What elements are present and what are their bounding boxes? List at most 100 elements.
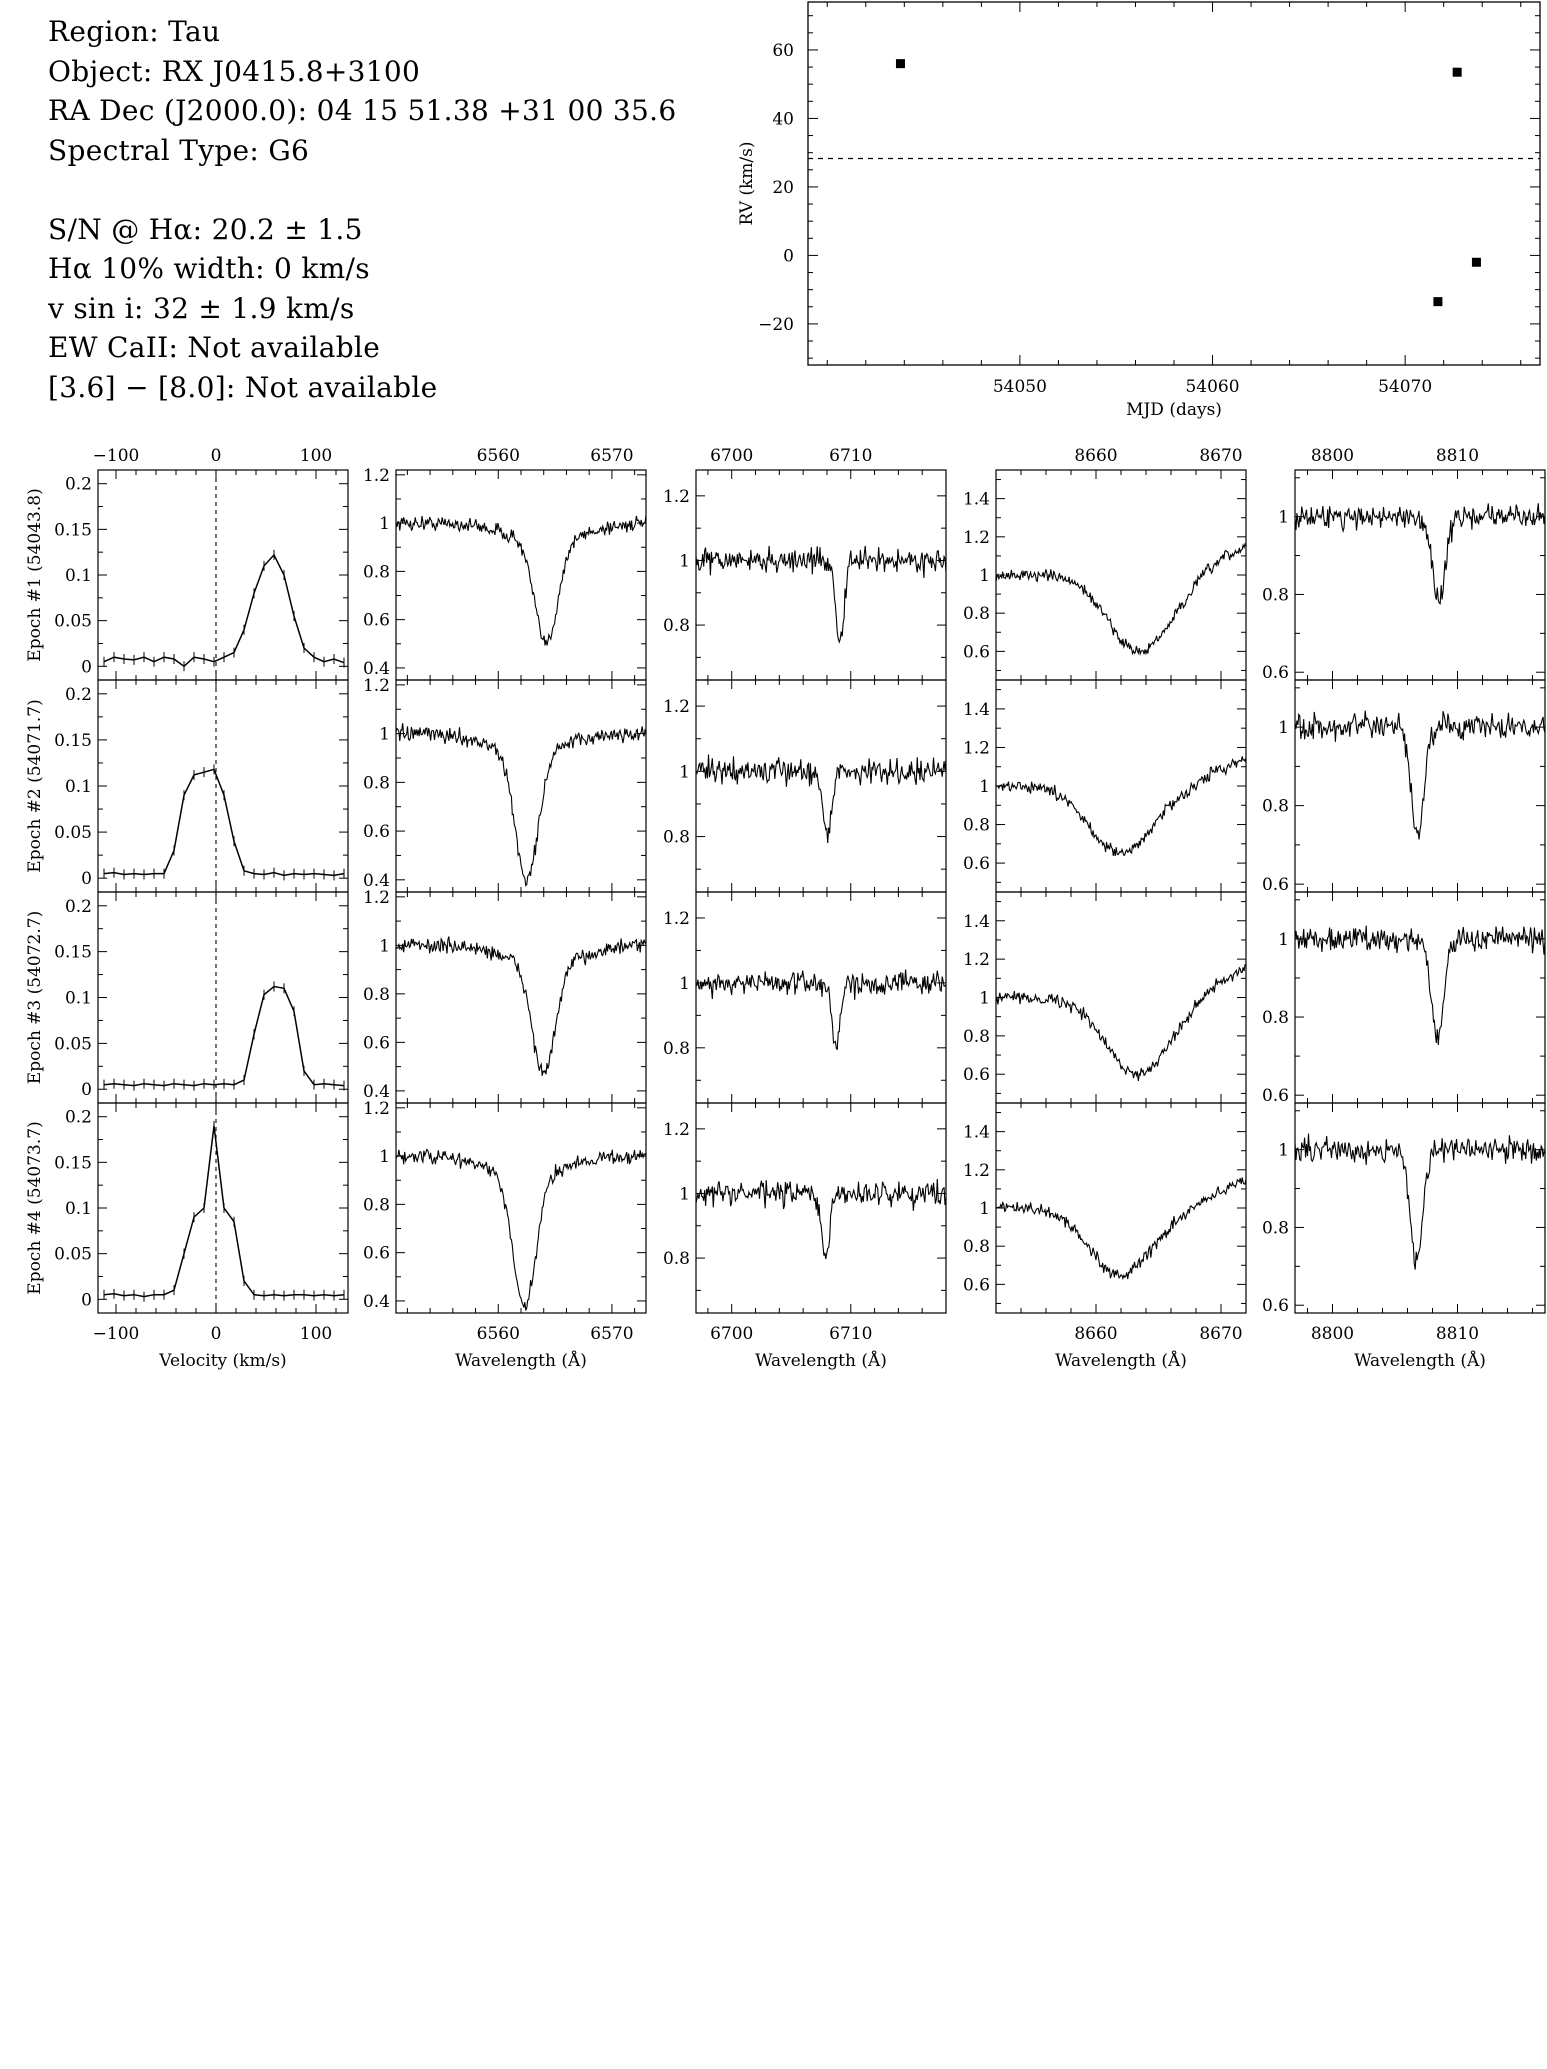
ha-panel-frame bbox=[395, 891, 647, 1104]
ccf-bottom-tick-label: −100 bbox=[93, 1324, 140, 1344]
ha-y-tick-label: 1.2 bbox=[363, 676, 390, 696]
ca-spectrum-line bbox=[995, 963, 1247, 1081]
ew-caii-text: EW CaII: Not available bbox=[48, 331, 381, 364]
epoch-label: Epoch #2 (54071.7) bbox=[25, 699, 45, 872]
rv-y-axis-label: RV (km/s) bbox=[737, 141, 757, 225]
ha-y-tick-label: 0.8 bbox=[363, 773, 390, 793]
li-y-tick-label: 1.2 bbox=[663, 1120, 690, 1140]
ha-y-tick-label: 0.6 bbox=[363, 1033, 390, 1053]
rv-y-tick-label: 0 bbox=[783, 246, 794, 266]
ccf-y-tick-label: 0 bbox=[81, 869, 92, 889]
ir-spectrum-line bbox=[1294, 710, 1546, 840]
ir-y-tick-label: 0.6 bbox=[1262, 1086, 1289, 1106]
ir-spectrum-line bbox=[1294, 503, 1546, 605]
ca-panel-frame bbox=[995, 679, 1247, 893]
ir-spectrum-line bbox=[1294, 1133, 1546, 1270]
ccf-y-tick-label: 0.15 bbox=[54, 943, 92, 963]
ha-y-tick-label: 0.6 bbox=[363, 822, 390, 842]
ccf-y-tick-label: 0.1 bbox=[65, 777, 92, 797]
rv-data-point bbox=[1471, 257, 1481, 267]
ca-y-tick-label: 1.4 bbox=[963, 490, 990, 510]
ccf-series-line bbox=[103, 985, 345, 1087]
ha-bottom-tick-label: 6570 bbox=[590, 1324, 633, 1344]
ca-y-tick-label: 1.2 bbox=[963, 1161, 990, 1181]
ir-y-tick-label: 0.8 bbox=[1262, 1218, 1289, 1238]
ha-y-tick-label: 0.6 bbox=[363, 611, 390, 631]
ca-y-tick-label: 1.4 bbox=[963, 700, 990, 720]
epoch-label: Epoch #4 (54073.7) bbox=[25, 1121, 45, 1294]
ha-panel-frame bbox=[395, 1102, 647, 1314]
ir-x-axis-label: Wavelength (Å) bbox=[1354, 1350, 1486, 1371]
rv-plot-frame bbox=[807, 1, 1541, 366]
region-text: Region: Tau bbox=[48, 15, 221, 48]
vsini-text: v sin i: 32 ± 1.9 km/s bbox=[48, 291, 355, 325]
ir-y-tick-label: 1 bbox=[1278, 718, 1289, 738]
ccf-panel-frame bbox=[97, 469, 349, 681]
ir-panel-frame bbox=[1294, 1102, 1546, 1314]
ca-y-tick-label: 1 bbox=[979, 566, 990, 586]
ccf-y-tick-label: 0.15 bbox=[54, 1153, 92, 1173]
ccf-series-line bbox=[103, 553, 345, 668]
ir-y-tick-label: 0.6 bbox=[1262, 875, 1289, 895]
ca-y-tick-label: 0.8 bbox=[963, 816, 990, 836]
li-y-tick-label: 1 bbox=[679, 551, 690, 571]
ca-y-tick-label: 0.8 bbox=[963, 1237, 990, 1257]
ha-spectrum-line bbox=[395, 936, 647, 1076]
ir-y-tick-label: 1 bbox=[1278, 930, 1289, 950]
ccf-series-line bbox=[103, 768, 345, 877]
ca-bottom-tick-label: 8670 bbox=[1199, 1324, 1242, 1344]
ca-y-tick-label: 1.2 bbox=[963, 738, 990, 758]
ir-panel-frame bbox=[1294, 679, 1546, 893]
ir-y-tick-label: 0.8 bbox=[1262, 585, 1289, 605]
ha-y-tick-label: 1 bbox=[379, 514, 390, 534]
ha-y-tick-label: 0.4 bbox=[363, 659, 390, 679]
ir-y-tick-label: 0.8 bbox=[1262, 797, 1289, 817]
ca-panel-frame bbox=[995, 891, 1247, 1104]
ccf-y-tick-label: 0.2 bbox=[65, 475, 92, 495]
li-y-tick-label: 1.2 bbox=[663, 697, 690, 717]
li-top-tick-label: 6710 bbox=[829, 446, 872, 466]
ir-y-tick-label: 1 bbox=[1278, 508, 1289, 528]
halpha-width-text: Hα 10% width: 0 km/s bbox=[48, 252, 370, 285]
ccf-y-tick-label: 0.05 bbox=[54, 1034, 92, 1054]
spectral-type-text: Spectral Type: G6 bbox=[48, 133, 310, 167]
object-text: Object: RX J0415.8+3100 bbox=[48, 54, 421, 88]
ir-panel-frame bbox=[1294, 891, 1546, 1104]
ir-top-tick-label: 8800 bbox=[1311, 446, 1354, 466]
li-bottom-tick-label: 6700 bbox=[710, 1324, 753, 1344]
li-y-tick-label: 0.8 bbox=[663, 1039, 690, 1059]
ha-spectrum-line bbox=[395, 1148, 647, 1311]
ca-top-tick-label: 8670 bbox=[1199, 446, 1242, 466]
rv-data-point bbox=[895, 59, 905, 69]
rv-data-point bbox=[1433, 297, 1443, 307]
ir-y-tick-label: 0.6 bbox=[1262, 663, 1289, 683]
ccf-y-tick-label: 0.1 bbox=[65, 1199, 92, 1219]
li-spectrum-line bbox=[695, 969, 947, 1051]
epoch-label: Epoch #1 (54043.8) bbox=[25, 488, 45, 661]
ha-spectrum-line bbox=[395, 515, 647, 646]
ccf-y-tick-label: 0.2 bbox=[65, 685, 92, 705]
li-y-tick-label: 0.8 bbox=[663, 828, 690, 848]
li-spectrum-line bbox=[695, 545, 947, 644]
ir-spectrum-line bbox=[1294, 925, 1546, 1046]
ha-panel-frame bbox=[395, 469, 647, 681]
rv-x-tick-label: 54050 bbox=[993, 377, 1047, 397]
rv-x-tick-label: 54070 bbox=[1378, 377, 1432, 397]
li-y-tick-label: 1 bbox=[679, 762, 690, 782]
ca-spectrum-line bbox=[995, 756, 1247, 857]
ccf-x-axis-label: Velocity (km/s) bbox=[158, 1351, 286, 1371]
ca-y-tick-label: 1.2 bbox=[963, 528, 990, 548]
radec-text: RA Dec (J2000.0): 04 15 51.38 +31 00 35.… bbox=[48, 94, 677, 127]
ccf-panel-frame bbox=[97, 679, 349, 893]
li-panel-frame bbox=[695, 891, 947, 1104]
li-top-tick-label: 6700 bbox=[710, 446, 753, 466]
ha-y-tick-label: 0.8 bbox=[363, 985, 390, 1005]
ir-bottom-tick-label: 8800 bbox=[1311, 1324, 1354, 1344]
ccf-y-tick-label: 0.05 bbox=[54, 1245, 92, 1265]
ca-spectrum-line bbox=[995, 542, 1247, 656]
rv-x-tick-label: 54060 bbox=[1185, 377, 1239, 397]
ha-spectrum-line bbox=[395, 723, 647, 887]
li-panel-frame bbox=[695, 469, 947, 681]
ca-top-tick-label: 8660 bbox=[1074, 446, 1117, 466]
